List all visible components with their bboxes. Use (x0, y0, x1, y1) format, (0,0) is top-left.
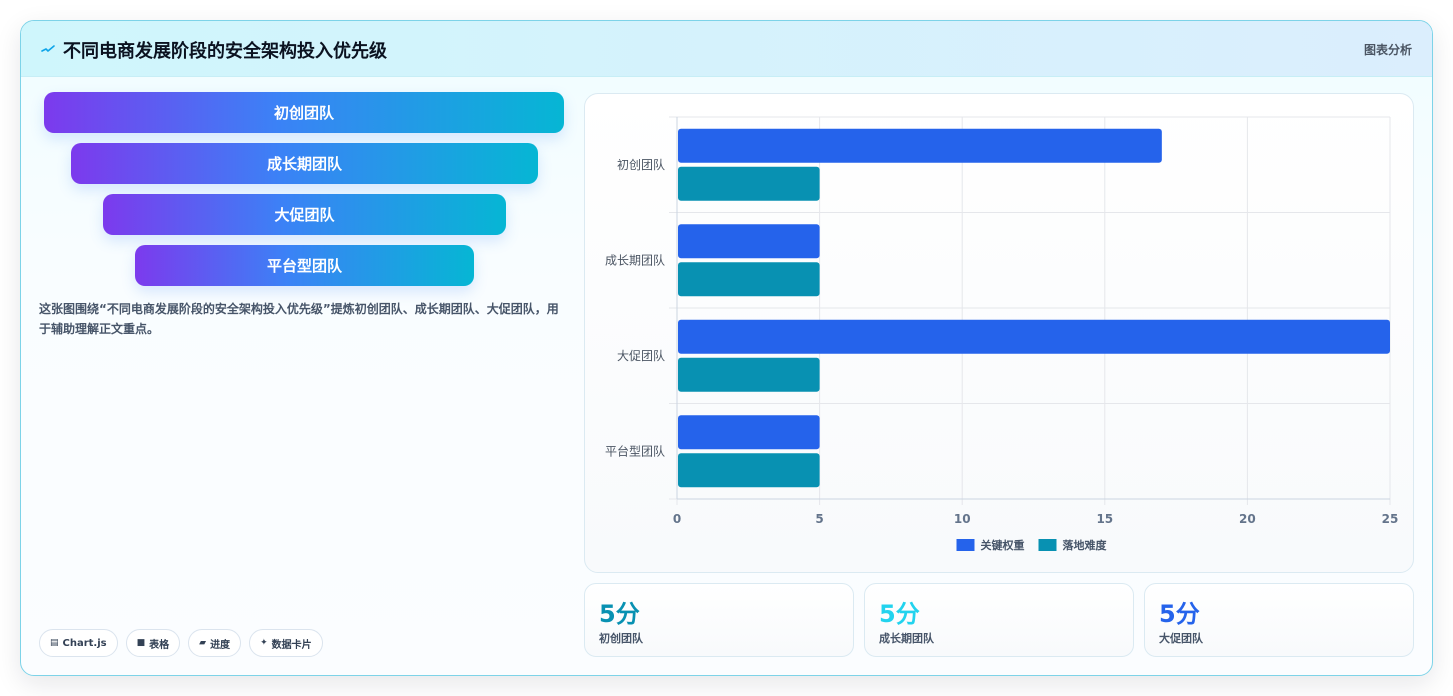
bar-key-weight (678, 224, 820, 259)
x-tick-label: 0 (673, 512, 681, 526)
bar-key-weight (678, 415, 820, 450)
chip-table[interactable]: ■ 表格 (125, 629, 181, 657)
stat-label: 成长期团队 (879, 632, 934, 645)
stage-bar-3: 大促团队 (103, 194, 506, 235)
legend-swatch (956, 539, 975, 551)
x-tick-label: 20 (1239, 512, 1256, 526)
y-tick-label: 大促团队 (617, 348, 665, 363)
chip-label: 进度 (210, 639, 231, 651)
legend-label: 关键权重 (981, 538, 1025, 552)
stat-value: 5分 (879, 600, 920, 628)
chip-data-card[interactable]: ✦ 数据卡片 (249, 629, 323, 657)
chart-panel: 0 5 10 15 20 25 初创团队成长期团队大促团队平台型团队关键权重 落地难度 (584, 93, 1414, 573)
x-tick-label: 5 (815, 512, 823, 526)
legend-label: 落地难度 (1063, 538, 1108, 552)
stat-card-3: 5分 大促团队 (1144, 583, 1414, 657)
table-icon: ■ (136, 638, 146, 648)
header-tag: 图表分析 (1363, 43, 1412, 57)
bar-key-weight (678, 128, 1162, 163)
chip-label: 表格 (149, 639, 170, 651)
analysis-card: 不同电商发展阶段的安全架构投入优先级 图表分析 初创团队 成长期团队 大促团队 … (20, 20, 1433, 676)
x-tick-label: 25 (1382, 512, 1399, 526)
card-title: 不同电商发展阶段的安全架构投入优先级 (63, 41, 387, 62)
chip-chartjs[interactable]: ▤ Chart.js (39, 629, 118, 657)
sparkle-icon: ✦ (260, 638, 268, 648)
chip-label: 数据卡片 (271, 639, 312, 651)
chip-label: Chart.js (62, 637, 107, 649)
card-header: 不同电商发展阶段的安全架构投入优先级 图表分析 (21, 21, 1432, 77)
y-tick-label: 成长期团队 (605, 252, 665, 267)
chip-progress[interactable]: ▰ 进度 (188, 629, 242, 657)
stat-card-2: 5分 成长期团队 (864, 583, 1134, 657)
stat-value: 5分 (1159, 600, 1200, 628)
legend-swatch (1038, 539, 1057, 551)
bar-difficulty (678, 166, 820, 201)
bar-key-weight (678, 319, 1390, 354)
stat-label: 初创团队 (599, 632, 643, 645)
stage-bar-2: 成长期团队 (71, 143, 538, 184)
stat-card-1: 5分 初创团队 (584, 583, 854, 657)
tech-chips: ▤ Chart.js ■ 表格 ▰ 进度 ✦ 数据卡片 (39, 629, 323, 657)
stage-label: 大促团队 (274, 206, 335, 224)
x-tick-label: 10 (954, 512, 971, 526)
progress-icon: ▰ (199, 638, 207, 648)
stage-label: 成长期团队 (266, 155, 342, 173)
chart-icon: ▤ (50, 638, 59, 648)
y-tick-label: 初创团队 (617, 157, 665, 172)
stage-label: 初创团队 (273, 104, 334, 122)
stage-label: 平台型团队 (266, 257, 342, 275)
stage-bar-1: 初创团队 (44, 92, 564, 133)
description-text: 这张图围绕“不同电商发展阶段的安全架构投入优先级”提炼初创团队、成长期团队、大促… (39, 302, 559, 336)
stat-value: 5分 (599, 600, 640, 628)
bar-difficulty (678, 262, 820, 297)
bar-difficulty (678, 453, 820, 488)
y-tick-label: 平台型团队 (605, 443, 665, 458)
stat-label: 大促团队 (1159, 632, 1203, 645)
x-tick-label: 15 (1096, 512, 1113, 526)
pulse-icon (41, 45, 55, 52)
bar-difficulty (678, 357, 820, 392)
stage-bar-4: 平台型团队 (135, 245, 474, 286)
